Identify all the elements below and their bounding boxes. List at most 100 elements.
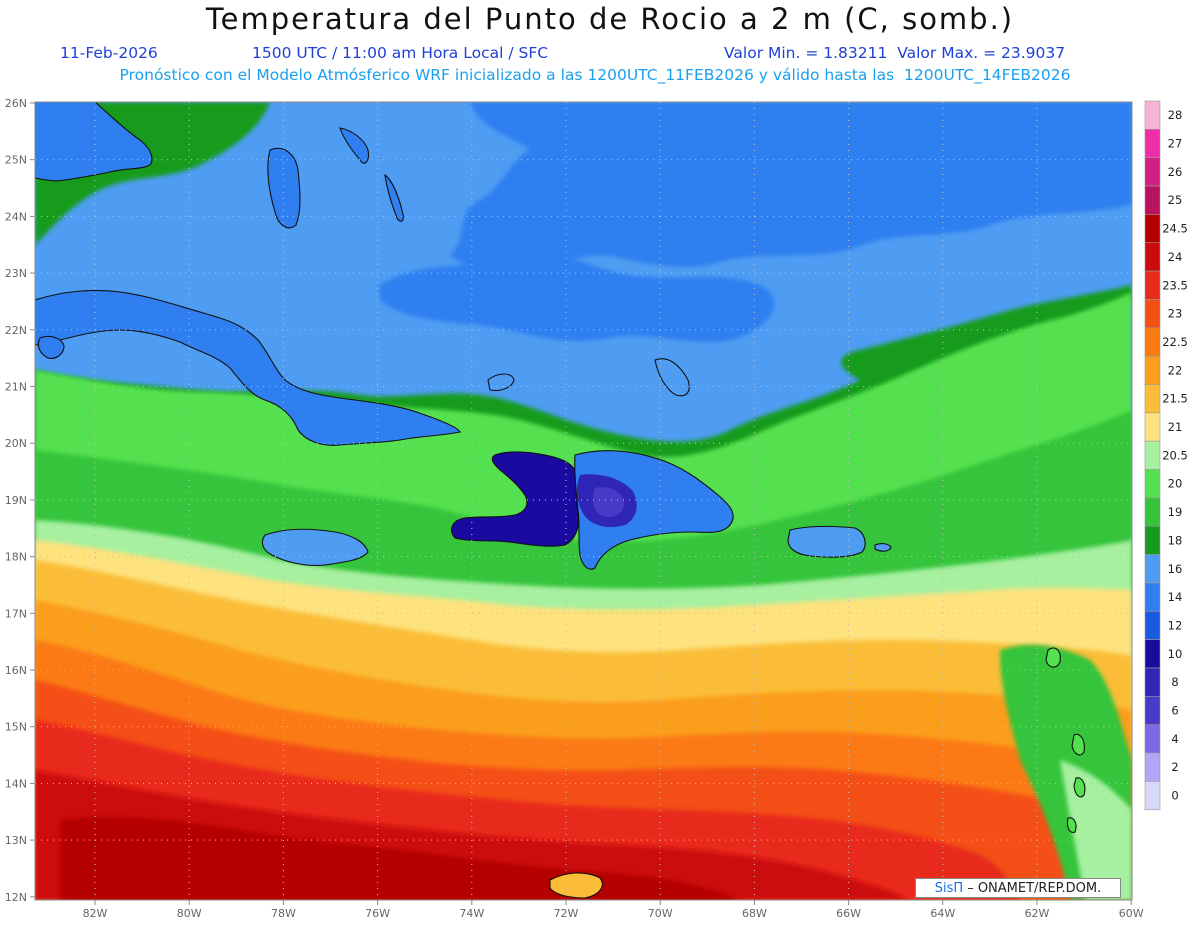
map-title: Temperatura del Punto de Rocio a 2 m (C,… [205,2,1015,36]
colorbar-label: 20 [1168,477,1183,491]
colorbar-swatch [1144,752,1161,782]
lon-label: 64W [930,907,955,920]
lesser-antilles-3 [1073,777,1086,798]
inagua-island [487,373,515,392]
colorbar-swatch [1144,781,1161,811]
map-field [35,102,1132,900]
colorbar-swatch [1144,639,1161,669]
lat-label: 15N [5,721,27,734]
colorbar: 2827262524.52423.52322.52221.52120.52019… [1144,100,1188,811]
darker-blue-north-band [450,102,1132,281]
hispaniola-peak [593,487,625,518]
blue-central-patch [380,252,775,343]
lat-label: 23N [5,267,27,280]
colorbar-swatch [1144,582,1161,612]
colorbar-label: 20.5 [1162,448,1188,462]
lat-label: 25N [5,154,27,167]
lesser-antilles-1 [1045,647,1061,668]
colorbar-label: 4 [1171,732,1178,746]
graticule-lines [35,102,1132,900]
colorbar-label: 14 [1168,590,1183,604]
latitude-labels: 26N 25N 24N 23N 22N 21N 20N 19N 18N 17N 16N 15N 14N 1… [5,97,35,904]
colorbar-label: 26 [1168,165,1183,179]
lon-label: 80W [177,907,202,920]
puerto-rico-land [787,525,866,558]
abc-islands [549,872,603,899]
colorbar-swatch [1144,412,1161,442]
lon-label: 82W [83,907,108,920]
map-panel: 26N 25N 24N 23N 22N 21N 20N 19N 18N 17N 16N 15N 14N 1… [0,94,1200,927]
lon-label: 70W [648,907,673,920]
colorbar-label: 23 [1168,307,1183,321]
mona-vieques [874,543,892,552]
lesser-antilles-2 [1071,733,1085,756]
lat-label: 24N [5,210,27,223]
colorbar-label: 18 [1168,533,1183,547]
colorbar-swatch [1144,525,1161,555]
caicos-island [654,358,690,397]
bahamas-abaco [339,127,369,164]
colorbar-label: 10 [1168,647,1183,661]
colorbar-swatch [1144,724,1161,754]
colorbar-swatch [1144,469,1161,499]
lon-label: 66W [836,907,861,920]
lat-label: 12N [5,891,27,904]
colorbar-swatch [1144,440,1161,470]
lat-label: 18N [5,551,27,564]
lat-label: 14N [5,777,27,790]
date-label: 11-Feb-2026 [60,44,158,62]
colorbar-label: 23.5 [1162,278,1188,292]
lat-label: 22N [5,324,27,337]
colorbar-label: 21 [1168,420,1183,434]
lon-label: 68W [742,907,767,920]
colorbar-swatch [1144,554,1161,584]
colorbar-label: 28 [1168,108,1183,122]
colorbar-swatch [1144,242,1161,272]
colorbar-label: 24 [1168,250,1183,264]
time-label: 1500 UTC / 11:00 am Hora Local / SFC [252,44,549,62]
colorbar-swatch [1144,497,1161,527]
colorbar-label: 22 [1168,363,1183,377]
colorbar-swatch [1144,384,1161,414]
cuba-land [35,289,461,446]
colorbar-swatch [1144,667,1161,697]
colorbar-label: 21.5 [1162,392,1188,406]
colorbar-label: 12 [1168,618,1183,632]
lat-label: 19N [5,494,27,507]
bahamas-eleuthera [384,173,404,222]
colorbar-label: 24.5 [1162,222,1188,236]
lon-label: 62W [1025,907,1050,920]
colorbar-swatch [1144,157,1161,187]
colorbar-label: 6 [1171,704,1178,718]
lat-label: 13N [5,834,27,847]
colorbar-label: 8 [1171,675,1178,689]
colorbar-swatch [1144,214,1161,244]
colorbar-label: 2 [1171,760,1178,774]
florida-land [35,102,153,182]
colorbar-swatch [1144,299,1161,329]
lon-label: 60W [1119,907,1144,920]
lat-label: 17N [5,607,27,620]
sis-logo-text: SisΠ [934,880,964,896]
colorbar-swatch [1144,355,1161,385]
map-frame [34,101,1133,901]
bahamas-andros [267,147,301,229]
lesser-antilles-4 [1066,817,1077,833]
colorbar-swatch [1144,327,1161,357]
lat-label: 21N [5,381,27,394]
colorbar-swatch [1144,270,1161,300]
lat-label: 20N [5,437,27,450]
lat-label: 16N [5,664,27,677]
dewpoint-map: 26N 25N 24N 23N 22N 21N 20N 19N 18N 17N 16N 15N 14N 1… [5,97,1188,920]
green-band-north [35,102,1132,483]
colorbar-label: 16 [1168,562,1183,576]
longitude-labels: 82W 80W 78W 76W 74W 72W 70W 68W 66W 64W 62W 60W [83,900,1144,920]
credit-text: – ONAMET/REP.DOM. [967,880,1102,896]
colorbar-swatch [1144,696,1161,725]
colorbar-swatch [1144,129,1161,159]
land-masses [35,102,1086,899]
colorbar-swatch [1144,610,1161,640]
model-info-line: Pronóstico con el Modelo Atmósferico WRF… [119,66,1071,84]
colorbar-label: 19 [1168,505,1183,519]
lon-label: 78W [271,907,296,920]
